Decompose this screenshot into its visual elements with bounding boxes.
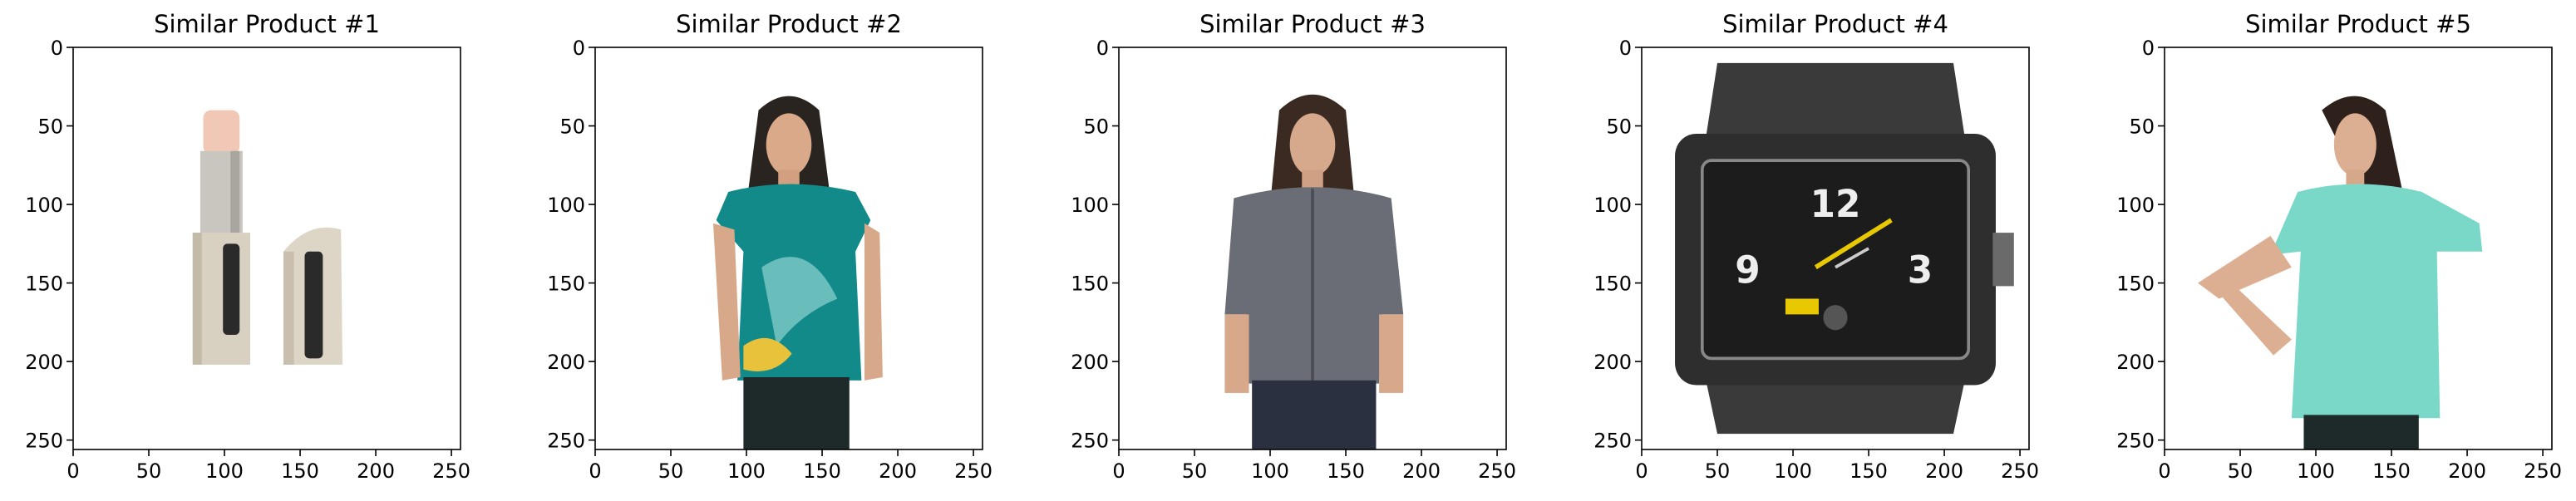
y-tick-label: 50 [37,115,63,139]
subplot-3: Similar Product #3 0 50 100 150 200 250 0 50 100 1… [1071,0,1551,501]
x-tick-label: 100 [205,459,244,483]
y-tick-label: 150 [547,273,585,296]
subplot-title: Similar Product #5 [2245,10,2471,38]
product-image [2165,47,2552,449]
x-tick-label: 250 [1478,459,1516,483]
x-tick-label: 100 [727,459,766,483]
y-tick-label: 50 [2129,115,2155,139]
axes-frame [594,47,983,450]
x-tick-label: 50 [2228,459,2253,483]
y-tick-label: 100 [547,194,585,217]
x-tick-label: 150 [281,459,319,483]
y-tick-label: 250 [2116,430,2155,453]
x-tick-label: 50 [136,459,162,483]
svg-text:12: 12 [1810,182,1861,226]
subplot-title: Similar Product #2 [676,10,902,38]
y-tick-label: 200 [547,351,585,374]
y-tick-label: 50 [1083,115,1109,139]
subplot-5: Similar Product #5 0 50 100 150 200 250 0 50 100 1… [2116,0,2576,501]
y-tick-label: 250 [1071,430,1109,453]
x-tick-label: 200 [879,459,917,483]
x-tick-label: 150 [2372,459,2411,483]
x-tick-label: 250 [954,459,992,483]
x-tick-label: 0 [1635,459,1648,483]
x-tick-label: 50 [1705,459,1731,483]
subplot-2: Similar Product #2 0 50 100 150 200 250 0 50 100 1… [547,0,1027,501]
x-tick-label: 50 [658,459,684,483]
x-tick-label: 200 [1402,459,1441,483]
y-tick-label: 250 [1593,430,1632,453]
x-tick-label: 250 [432,459,470,483]
y-tick-label: 200 [1593,351,1632,374]
y-tick-label: 150 [1593,273,1632,296]
subplot-1: Similar Product #1 0 50 100 150 200 250 0 50 100 1… [25,0,505,501]
subplot-4: Similar Product #4 12 9 3 0 50 100 150 200 250 0 50… [1593,0,2074,501]
y-tick-label: 150 [1071,273,1109,296]
y-tick-label: 150 [25,273,63,296]
y-tick-label: 0 [1619,37,1632,60]
axes-frame [2164,47,2553,450]
y-tick-label: 100 [2116,194,2155,217]
y-tick-label: 100 [1071,194,1109,217]
x-tick-label: 100 [2297,459,2335,483]
y-tick-label: 200 [1071,351,1109,374]
y-tick-label: 100 [25,194,63,217]
y-tick-label: 0 [2142,37,2155,60]
x-tick-label: 150 [803,459,841,483]
x-tick-label: 100 [1774,459,1812,483]
y-tick-label: 250 [547,430,585,453]
y-tick-label: 0 [51,37,63,60]
y-tick-label: 200 [25,351,63,374]
x-tick-label: 200 [357,459,395,483]
x-tick-label: 200 [2448,459,2486,483]
subplot-title: Similar Product #1 [154,10,380,38]
x-tick-label: 200 [1925,459,1963,483]
y-tick-label: 150 [2116,273,2155,296]
product-image [1119,47,1506,449]
subplot-title: Similar Product #3 [1199,10,1426,38]
x-tick-label: 100 [1251,459,1289,483]
x-tick-label: 0 [2158,459,2170,483]
x-tick-label: 250 [2524,459,2562,483]
y-tick-label: 0 [1096,37,1109,60]
y-tick-label: 50 [559,115,585,139]
y-tick-label: 100 [1593,194,1632,217]
product-image [595,47,983,449]
y-tick-label: 50 [1606,115,1632,139]
product-image [73,47,461,449]
svg-text:3: 3 [1908,248,1933,292]
axes-frame [72,47,461,450]
product-image: 12 9 3 [1642,47,2029,449]
x-tick-label: 0 [1112,459,1125,483]
y-tick-label: 0 [573,37,585,60]
x-tick-label: 0 [589,459,601,483]
x-tick-label: 50 [1182,459,1208,483]
axes-frame [1641,47,2030,450]
y-tick-label: 200 [2116,351,2155,374]
x-tick-label: 150 [1327,459,1365,483]
axes-frame [1118,47,1507,450]
subplot-title: Similar Product #4 [1722,10,1948,38]
x-tick-label: 150 [1849,459,1888,483]
svg-text:9: 9 [1735,248,1760,292]
x-tick-label: 0 [66,459,79,483]
x-tick-label: 250 [2001,459,2039,483]
y-tick-label: 250 [25,430,63,453]
